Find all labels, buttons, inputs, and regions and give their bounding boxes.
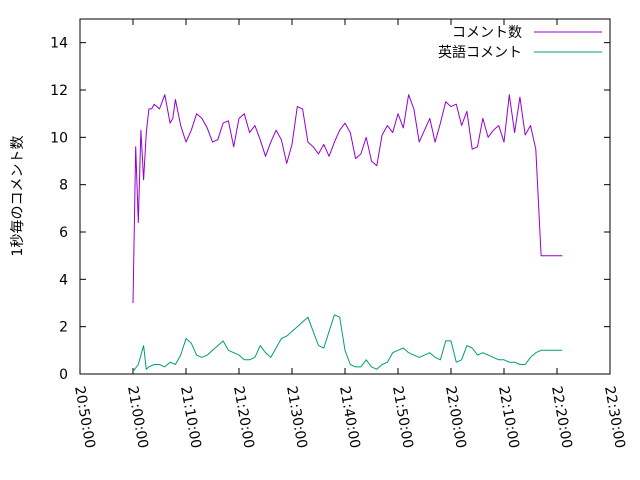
plot-frame bbox=[79, 18, 611, 375]
y-tick-label: 10 bbox=[50, 130, 68, 146]
x-tick-label: 20:50:00 bbox=[71, 385, 98, 450]
x-tick-label: 21:00:00 bbox=[124, 385, 151, 450]
y-axis-ticks: 0 2 4 6 8 10 12 14 bbox=[50, 36, 610, 383]
x-tick-label: 21:30:00 bbox=[283, 385, 310, 450]
y-tick-label: 0 bbox=[59, 367, 68, 383]
y-tick-label: 14 bbox=[50, 36, 68, 52]
y-tick-label: 6 bbox=[59, 225, 68, 241]
y-axis-label: 1秒毎のコメント数 bbox=[10, 136, 26, 257]
y-tick-label: 2 bbox=[59, 320, 68, 336]
x-axis-ticks: 20:50:00 21:00:00 21:10:00 21:20:00 21:30:00… bbox=[71, 19, 628, 450]
x-tick-label: 21:10:00 bbox=[177, 385, 204, 450]
series-line-1 bbox=[132, 94, 563, 304]
series-line-2 bbox=[132, 314, 563, 372]
x-tick-label: 21:20:00 bbox=[230, 385, 257, 450]
legend-label-2: 英語コメント bbox=[438, 44, 522, 61]
x-tick-label: 22:20:00 bbox=[548, 385, 575, 450]
series-layer bbox=[132, 94, 563, 372]
x-tick-label: 21:40:00 bbox=[336, 385, 363, 450]
x-tick-label: 22:10:00 bbox=[495, 385, 522, 450]
y-tick-label: 8 bbox=[59, 178, 68, 194]
legend-label-1: コメント数 bbox=[452, 25, 522, 41]
y-tick-label: 4 bbox=[59, 272, 68, 288]
x-tick-label: 22:30:00 bbox=[601, 385, 628, 450]
y-tick-label: 12 bbox=[50, 83, 68, 99]
x-tick-label: 21:50:00 bbox=[389, 385, 416, 450]
x-tick-label: 22:00:00 bbox=[442, 385, 469, 450]
